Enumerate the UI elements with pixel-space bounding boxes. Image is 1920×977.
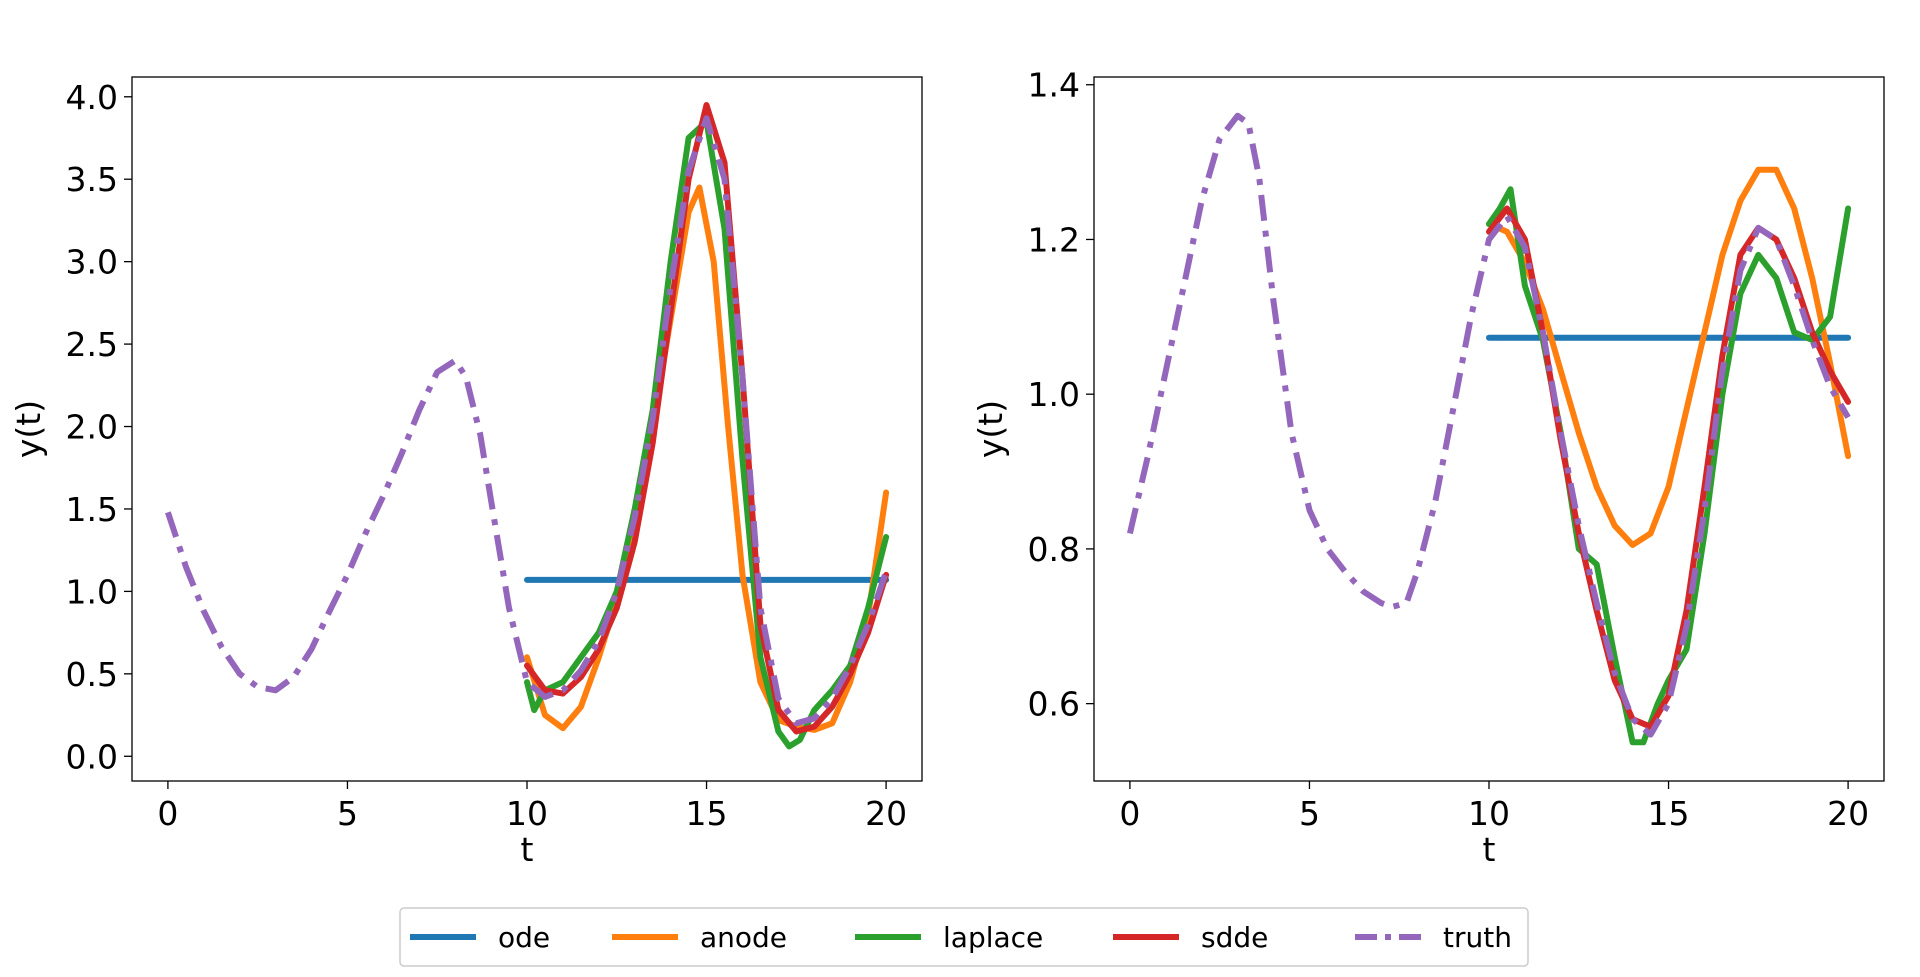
right-x-tick-label: 20 — [1827, 794, 1869, 833]
legend-item-laplace: laplace — [855, 921, 1043, 954]
left-y-tick-label: 0.0 — [66, 737, 118, 776]
left-series-truth — [165, 115, 889, 727]
legend-label: sdde — [1201, 921, 1268, 954]
legend: ode anode laplace sdde truth — [399, 907, 1529, 967]
legend-item-ode: ode — [410, 921, 550, 954]
right-chart: 0 5 10 15 20 0.6 0.8 1.0 1.2 1.4 t y(t) — [971, 66, 1885, 869]
left-x-tick-label: 10 — [506, 794, 548, 833]
right-x-axis-label: t — [1483, 830, 1496, 869]
right-series-truth — [1126, 112, 1851, 738]
right-x-tick-label: 5 — [1299, 794, 1320, 833]
legend-label: laplace — [943, 921, 1043, 954]
legend-item-truth: truth — [1355, 921, 1512, 954]
right-y-tick-label: 1.2 — [1028, 220, 1080, 259]
right-series-sdde — [1486, 205, 1852, 730]
left-x-tick-label: 0 — [157, 794, 178, 833]
legend-item-sdde: sdde — [1113, 921, 1268, 954]
left-plot-area — [165, 102, 890, 750]
right-series-laplace — [1486, 186, 1852, 746]
right-axes-frame — [1093, 76, 1885, 782]
left-y-tick-label: 2.5 — [66, 325, 118, 364]
right-y-tick-label: 0.6 — [1028, 685, 1080, 724]
right-x-tick-label: 15 — [1648, 794, 1690, 833]
legend-label: truth — [1443, 921, 1512, 954]
left-series-sdde — [524, 102, 890, 735]
legend-item-anode: anode — [612, 921, 787, 954]
left-x-axis-label: t — [521, 830, 534, 869]
left-y-tick-label: 1.0 — [66, 572, 118, 611]
left-x-tick-label: 20 — [865, 794, 907, 833]
right-y-axis-label: y(t) — [971, 400, 1010, 458]
right-y-tick-label: 1.0 — [1028, 375, 1080, 414]
left-x-tick-label: 15 — [686, 794, 728, 833]
left-y-tick-label: 1.5 — [66, 490, 118, 529]
right-x-tick-label: 0 — [1119, 794, 1140, 833]
right-y-tick-label: 1.4 — [1028, 66, 1080, 105]
right-x-tick-label: 10 — [1468, 794, 1510, 833]
left-series-anode — [524, 184, 890, 733]
right-series-anode — [1486, 166, 1852, 548]
left-y-tick-label: 0.5 — [66, 655, 118, 694]
right-plot-area — [1126, 112, 1852, 746]
left-y-tick-label: 3.5 — [66, 160, 118, 199]
right-y-tick-label: 0.8 — [1028, 530, 1080, 569]
legend-label: ode — [498, 921, 550, 954]
left-chart: 0 5 10 15 20 0.0 0.5 1.0 1.5 2.0 2.5 3.0 3.5 4.0 t y(t) — [9, 76, 923, 869]
left-y-tick-label: 4.0 — [66, 78, 118, 117]
left-y-tick-label: 3.0 — [66, 243, 118, 282]
left-y-tick-label: 2.0 — [66, 408, 118, 447]
legend-box — [399, 907, 1529, 967]
left-y-axis-label: y(t) — [9, 400, 48, 458]
left-x-tick-label: 5 — [337, 794, 358, 833]
legend-label: anode — [700, 921, 787, 954]
